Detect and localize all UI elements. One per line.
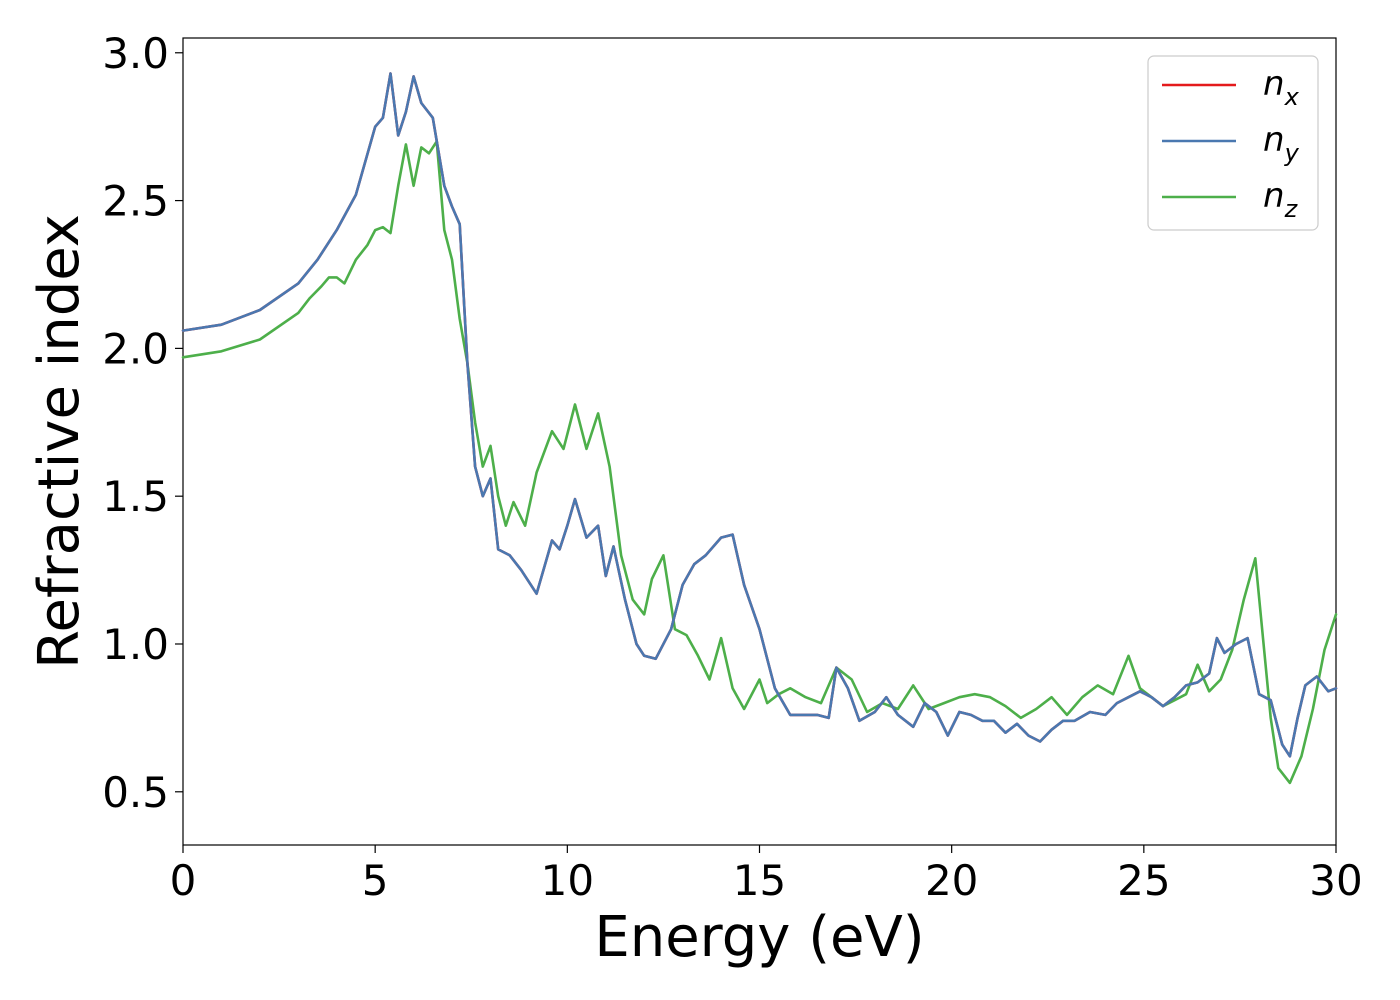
x-tick-label: 30 xyxy=(1309,856,1362,905)
y-tick-label: 2.0 xyxy=(102,324,169,373)
x-axis-ticks: 0 5 10 15 20 25 30 xyxy=(170,845,1363,905)
legend-box xyxy=(1147,55,1319,231)
legend-label-n-x: nx xyxy=(1263,64,1300,111)
x-tick-label: 25 xyxy=(1117,856,1170,905)
y-axis-ticks: 0.5 1.0 1.5 2.0 2.5 3.0 xyxy=(102,29,183,817)
y-tick-label: 1.5 xyxy=(102,472,169,521)
y-tick-label: 3.0 xyxy=(102,29,169,78)
legend-label-n-z: nz xyxy=(1263,176,1299,223)
y-tick-label: 2.5 xyxy=(102,177,169,226)
y-axis-title: Refractive index xyxy=(27,214,92,669)
series-lines xyxy=(181,72,1338,785)
y-tick-label: 0.5 xyxy=(102,768,169,817)
x-tick-label: 10 xyxy=(541,856,594,905)
x-axis-title: Energy (eV) xyxy=(594,905,924,970)
x-tick-label: 0 xyxy=(170,856,197,905)
x-tick-label: 15 xyxy=(733,856,786,905)
legend-label-n-y: ny xyxy=(1263,120,1300,167)
series-line-n-y xyxy=(181,72,1338,758)
x-tick-label: 5 xyxy=(362,856,389,905)
x-tick-label: 20 xyxy=(925,856,978,905)
legend: nx ny nz xyxy=(1147,55,1319,231)
y-tick-label: 1.0 xyxy=(102,620,169,669)
